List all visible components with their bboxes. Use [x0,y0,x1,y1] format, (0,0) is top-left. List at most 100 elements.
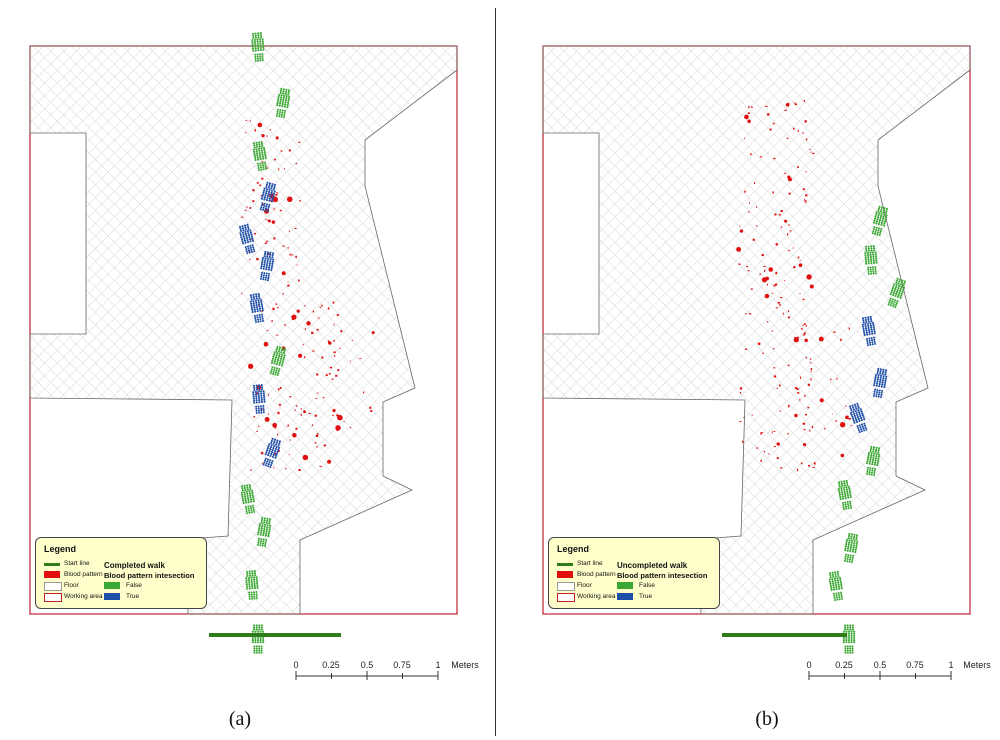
blood-drop [336,313,339,317]
blood-drop [260,195,263,197]
blood-drop [800,328,803,330]
footprint [842,624,856,654]
blood-drop [776,442,780,446]
blood-drop [802,443,807,447]
blood-drop [333,355,336,357]
blood-drop [273,237,276,240]
blood-drop [254,129,256,132]
blood-drop [744,114,749,120]
blood-drop [803,100,805,102]
blood-drop [267,219,269,222]
blood-drop [329,366,333,369]
panel-divider [495,8,496,736]
blood-drop [311,331,314,334]
footprint [887,277,907,309]
blood-drop [287,281,289,283]
start-line-swatch [44,563,60,566]
blood-drop [277,307,279,309]
blood-drop [782,312,784,315]
blood-drop [763,265,766,267]
false-swatch [617,582,633,589]
blood-drop [748,105,750,108]
blood-drop [248,363,254,369]
blood-drop [739,387,743,390]
blood-drop [775,271,778,275]
blood-drop [799,398,801,401]
blood-drop [317,317,320,319]
blood-drop [322,396,325,399]
footprint [275,87,291,119]
start-line-label: Start line [577,560,603,567]
blood-drop [803,323,806,325]
blood-drop [738,263,741,265]
blood-drop [799,260,801,262]
blood-drop [777,301,780,304]
blood-drop [744,313,747,315]
scale-tick-label: 0.5 [873,660,887,670]
footprint [259,181,277,213]
blood-drop [795,103,797,106]
blood-drop [810,370,812,373]
blood-drop [772,191,774,194]
blood-drop [739,229,744,233]
blood-drop [316,392,319,394]
blood-drop [314,414,317,417]
footprint [262,437,282,469]
blood-drop [351,339,353,342]
footprint [238,223,256,255]
footprint [252,140,268,172]
blood-drop [327,340,329,343]
blood-drop [749,313,752,315]
blood-drop [315,397,318,399]
blood-drop [249,120,251,122]
blood-drop [296,264,298,266]
blood-drop [300,408,302,410]
blood-drop [779,303,781,306]
blood-drop [298,279,300,282]
blood-drop [308,412,311,415]
blood-drop [292,318,294,321]
footprint [843,532,859,564]
blood-drop [266,167,269,169]
footprint [872,367,888,399]
blood-drop [771,292,774,294]
footprint [848,402,868,434]
blood-drop [276,192,279,194]
blood-drop [756,206,758,209]
blood-drop [774,283,778,286]
blood-drop [759,156,762,158]
blood-drop [258,390,261,392]
blood-drop [267,219,271,223]
blood-drop [266,330,269,332]
blood-drop [315,434,319,437]
blood-drop [327,307,330,310]
blood-drop [810,378,812,381]
blood-drop [277,450,281,452]
blood-drop [794,336,796,340]
blood-drop [806,138,808,141]
blood-drop [768,267,774,272]
blood-drop [335,425,341,431]
blood-drop [294,227,297,229]
blood-drop [256,430,258,432]
blood-drop [756,447,759,449]
blood-drop [744,138,745,140]
blood-drop [325,374,328,377]
blood-drop [787,310,790,313]
blood-drop [284,324,286,326]
legend-title: Legend [557,544,590,554]
footprint [252,384,266,414]
blood-drop [294,409,296,411]
blood-drop [761,432,764,434]
floor-polygon [542,45,971,615]
blood-drop [750,288,753,290]
blood-drop [261,133,265,138]
blood-drop [321,304,323,307]
blood-drop [275,303,278,305]
blood-drop [245,120,248,121]
blood-drop [274,427,277,429]
walk-title: Completed walk [104,561,165,570]
blood-drop [333,323,335,326]
blood-drop [848,418,851,420]
blood-drop [331,378,334,380]
